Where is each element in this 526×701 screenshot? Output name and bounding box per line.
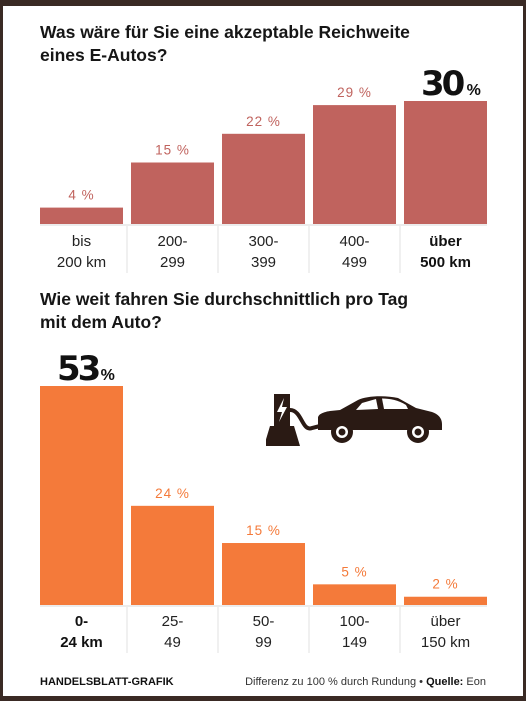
range-category-label: 300- <box>248 233 278 250</box>
distance-category-label: 50- <box>253 613 275 630</box>
footer-bullet: • <box>419 676 423 688</box>
footer-source-label: Quelle: <box>426 676 464 688</box>
daily-distance-bar-chart: 53 % 0- 24 km 24 % 25- 49 15 % 50- 99 5 % 100- 149 2 … <box>40 349 487 653</box>
distance-category-label: 149 <box>342 634 367 651</box>
chart1-title: Was wäre für Sie eine akzeptable Reichwe… <box>40 21 480 67</box>
distance-category-label: 99 <box>255 634 272 651</box>
distance-value-label: 2 % <box>432 577 458 592</box>
range-value-label: 22 % <box>246 114 281 129</box>
range-category-label: 500 km <box>420 254 471 271</box>
range-bar <box>131 162 214 224</box>
footer-source-value: Eon <box>466 676 486 688</box>
distance-bar <box>404 596 487 605</box>
footer-source: Differenz zu 100 % durch Rundung • Quell… <box>245 676 486 688</box>
distance-bar <box>222 543 305 605</box>
top-border <box>0 0 526 6</box>
range-bar <box>404 101 487 224</box>
car-charging-icon <box>266 394 442 446</box>
range-category-label: über <box>429 233 462 250</box>
range-category-label: 400- <box>339 233 369 250</box>
right-border <box>523 0 526 701</box>
distance-value-label: 24 % <box>155 486 190 501</box>
range-value-label: 15 % <box>155 143 190 158</box>
chart2-title: Wie weit fahren Sie durchschnittlich pro… <box>40 288 480 334</box>
distance-value-label: 5 % <box>341 564 367 579</box>
range-category-label: 200- <box>157 233 187 250</box>
footer-credit: HANDELSBLATT-GRAFIK <box>40 676 174 688</box>
chart2-title-line2: mit dem Auto? <box>40 312 162 332</box>
range-category-label: 399 <box>251 254 276 271</box>
distance-category-label: 100- <box>339 613 369 630</box>
range-category-label: 200 km <box>57 254 106 271</box>
range-bar <box>313 105 396 224</box>
distance-category-label: 49 <box>164 634 181 651</box>
distance-category-label: 0- <box>75 613 88 630</box>
distance-value-label: 15 % <box>246 523 281 538</box>
distance-category-label: 24 km <box>60 634 103 651</box>
bottom-border <box>0 696 526 701</box>
distance-value-unit: % <box>101 367 115 384</box>
chart1-title-line2: eines E-Autos? <box>40 45 168 65</box>
range-value-unit: % <box>467 82 481 99</box>
range-bar <box>40 207 123 224</box>
range-value-label: 4 % <box>68 188 94 203</box>
range-value-label: 29 % <box>337 85 372 100</box>
distance-category-label: 25- <box>162 613 184 630</box>
range-bar-chart: 4 % bis 200 km 15 % 200- 299 22 % 300- 399 29 % 40… <box>40 64 487 273</box>
footer-note: Differenz zu 100 % durch Rundung <box>245 676 417 688</box>
distance-value-label: 53 <box>57 349 99 389</box>
distance-category-label: 150 km <box>421 634 470 651</box>
distance-bar <box>313 584 396 605</box>
chart2-title-line1: Wie weit fahren Sie durchschnittlich pro… <box>40 289 409 309</box>
range-bar <box>222 133 305 224</box>
range-value-label: 30 <box>421 64 465 104</box>
range-category-label: 299 <box>160 254 185 271</box>
distance-category-label: über <box>430 613 460 630</box>
distance-bar <box>40 386 123 605</box>
distance-bar <box>131 505 214 605</box>
range-category-label: bis <box>72 233 91 250</box>
range-category-label: 499 <box>342 254 367 271</box>
chart1-title-line1: Was wäre für Sie eine akzeptable Reichwe… <box>40 22 410 42</box>
left-border <box>0 0 3 701</box>
